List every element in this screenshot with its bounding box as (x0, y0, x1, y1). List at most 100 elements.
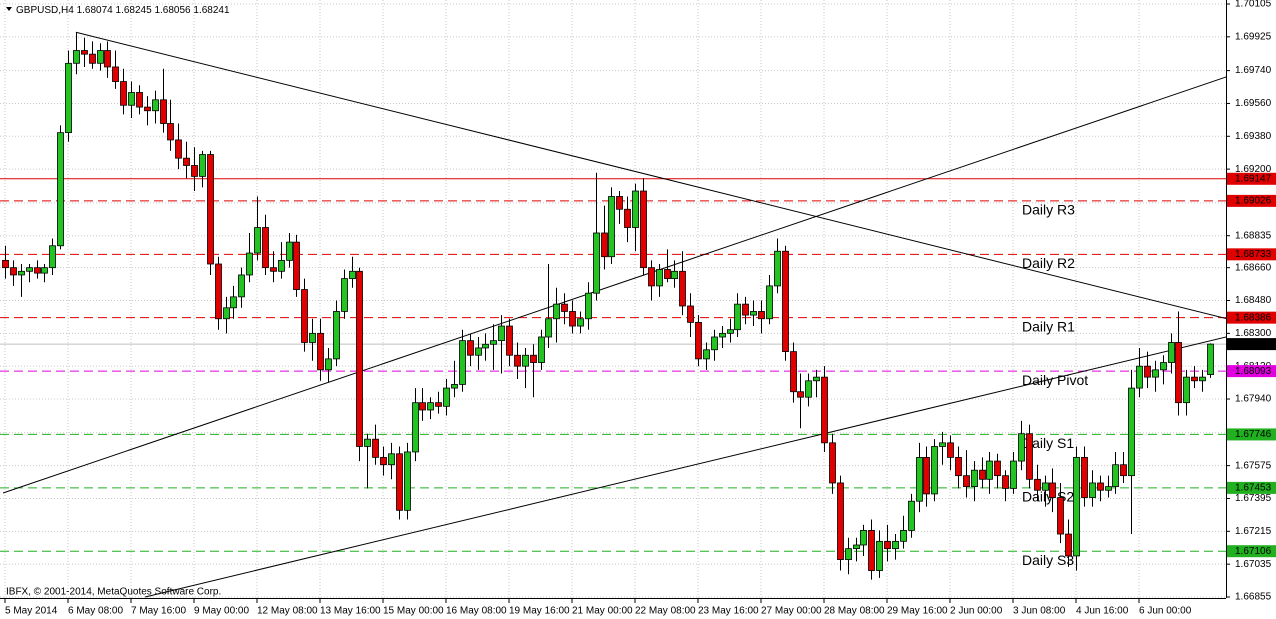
level-tag-label: 1.69147 (1235, 173, 1272, 184)
candle-body (467, 340, 474, 356)
candle-body (419, 402, 426, 411)
trendlines (2, 31, 1226, 598)
candle-body (1105, 486, 1112, 491)
candle-body (506, 325, 513, 356)
x-tick-label: 4 Jun 16:00 (1076, 606, 1129, 617)
x-tick-label: 12 May 08:00 (257, 606, 318, 617)
y-tick-label: 1.69925 (1235, 31, 1272, 42)
candle-body (10, 267, 17, 276)
candle-body (1026, 433, 1033, 480)
candle-body (341, 278, 348, 312)
y-tick-label: 1.68480 (1235, 295, 1272, 306)
candle-body (207, 154, 214, 265)
candle-body (853, 544, 860, 550)
x-tick-label: 21 May 00:00 (572, 606, 633, 617)
candle-body (931, 446, 938, 495)
candle-body (979, 469, 986, 480)
level-tag (1227, 545, 1276, 558)
candle-body (412, 402, 419, 453)
candle-body (1010, 460, 1017, 489)
candle-body (947, 442, 954, 458)
candle-body (356, 270, 363, 447)
level-label: Daily S1 (1022, 435, 1074, 451)
symbol: GBPUSD,H4 (16, 5, 74, 16)
candle-body (349, 270, 356, 280)
candle-body (215, 263, 222, 320)
menu-icon[interactable] (6, 7, 12, 11)
candle-body (120, 81, 127, 106)
candle-body (380, 457, 387, 466)
level-tag-label: 1.67453 (1235, 483, 1272, 494)
candle-body (1144, 365, 1151, 378)
candle-body (1175, 342, 1182, 404)
candle-body (577, 318, 584, 327)
candle-body (65, 62, 72, 134)
x-tick-label: 6 Jun 00:00 (1139, 606, 1192, 617)
candle-body (892, 540, 899, 550)
level-tag-label: 1.68093 (1235, 366, 1272, 377)
price-tag-label: 1.68241 (1235, 339, 1272, 350)
candle-body (41, 267, 48, 274)
candle-body (1136, 365, 1143, 389)
candle-body (687, 305, 694, 323)
candle-body (482, 343, 489, 349)
candle-body (514, 354, 521, 367)
level-tag (1227, 311, 1276, 324)
level-label: Daily Pivot (1022, 372, 1088, 388)
low: 1.68056 (154, 5, 191, 16)
x-tick-label: 29 May 16:00 (887, 606, 948, 617)
candle-body (81, 50, 88, 55)
candle-body (333, 311, 340, 360)
candle-body (727, 329, 734, 334)
candle-body (900, 530, 907, 542)
level-tag (1227, 365, 1276, 378)
candle-body (104, 50, 111, 68)
candle-body (160, 99, 167, 124)
y-tick-label: 1.69380 (1235, 131, 1272, 142)
candle-body (262, 227, 269, 269)
candle-body (971, 469, 978, 488)
y-tick-label: 1.70105 (1235, 0, 1272, 10)
candle-body (860, 530, 867, 546)
level-label: Daily R3 (1022, 202, 1075, 218)
level-tag (1227, 428, 1276, 441)
candle-body (640, 190, 647, 269)
candle-body (790, 351, 797, 393)
candle-body (317, 332, 324, 371)
x-tick-label: 22 May 08:00 (635, 606, 696, 617)
candle-body (1002, 475, 1009, 489)
candle-body (530, 354, 537, 363)
candle-body (18, 270, 25, 276)
candle-body (144, 106, 151, 112)
candle-body (538, 336, 545, 363)
y-tick-label: 1.67395 (1235, 493, 1272, 504)
candle-body (293, 241, 300, 290)
candle-body (136, 92, 143, 108)
candle-body (89, 53, 96, 64)
candle-body (829, 442, 836, 484)
candle-body (664, 269, 671, 280)
candle-body (774, 250, 781, 287)
close: 1.68241 (193, 5, 230, 16)
candle-body (1191, 376, 1198, 382)
candle-body (388, 453, 395, 466)
candle-body (766, 285, 773, 320)
candle-body (112, 66, 119, 82)
high: 1.68245 (116, 5, 153, 16)
candle-body (49, 245, 56, 269)
candle-body (2, 259, 9, 269)
copyright: IBFX, © 2001-2014, MetaQuotes Software C… (6, 587, 221, 598)
level-tag-label: 1.69026 (1235, 196, 1272, 207)
candle-body (711, 336, 718, 351)
candle-body (963, 475, 970, 488)
level-tag (1227, 172, 1276, 185)
candle-body (73, 50, 80, 64)
x-tick-label: 6 May 08:00 (68, 606, 123, 617)
candle-body (522, 354, 529, 367)
candle-body (1128, 387, 1135, 477)
x-tick-label: 23 May 16:00 (698, 606, 759, 617)
candle-body (1042, 482, 1049, 491)
y-tick-label: 1.67940 (1235, 394, 1272, 405)
